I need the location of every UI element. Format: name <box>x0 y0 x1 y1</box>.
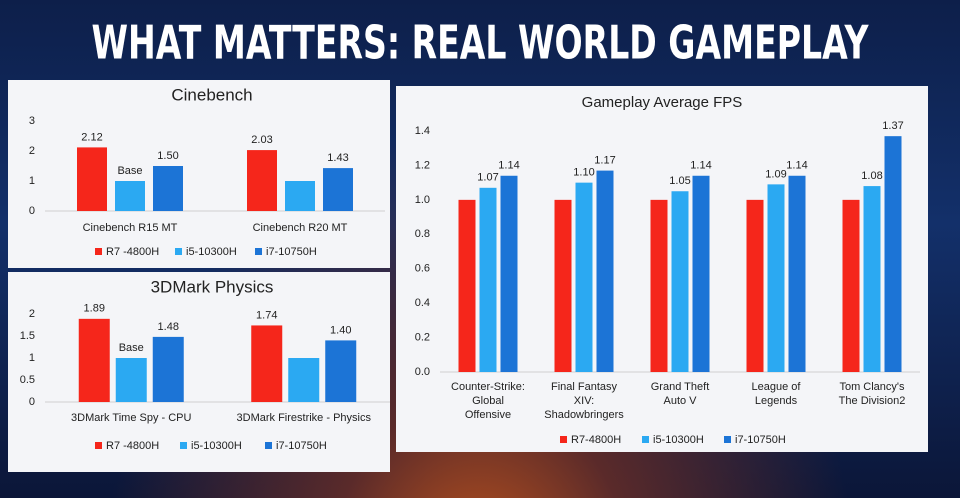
y-tick-label: 0.6 <box>415 263 430 275</box>
bar <box>767 184 785 372</box>
chart-title: Gameplay Average FPS <box>582 94 743 111</box>
y-tick-label: 2 <box>29 145 35 157</box>
legend-swatch <box>95 248 102 255</box>
legend-label: i7-10750H <box>735 434 786 446</box>
bar <box>251 325 283 402</box>
data-label: 1.09 <box>765 168 786 180</box>
data-label: 1.14 <box>498 160 519 172</box>
y-tick-label: 0.5 <box>20 374 35 386</box>
bar <box>692 175 710 372</box>
legend-label: i5-10300H <box>191 440 242 452</box>
chart-title: 3DMark Physics <box>151 277 274 296</box>
bar <box>285 181 315 211</box>
y-tick-label: 1 <box>29 352 35 364</box>
x-tick-label: 3DMark Time Spy - CPU <box>71 412 192 424</box>
bar <box>788 175 806 372</box>
bar <box>77 147 107 211</box>
legend-swatch <box>642 436 649 443</box>
y-tick-label: 1 <box>29 175 35 187</box>
y-tick-label: 2 <box>29 308 35 320</box>
data-label: 1.43 <box>327 152 348 164</box>
legend-label: i7-10750H <box>276 440 327 452</box>
data-label: 1.74 <box>256 309 277 321</box>
x-tick-label: Counter-Strike: Global Offensive <box>451 381 525 421</box>
x-tick-label: Final Fantasy XIV: Shadowbringers <box>544 381 624 421</box>
legend-label: R7 -4800H <box>106 246 159 258</box>
bar <box>115 358 147 402</box>
y-tick-label: 0.4 <box>415 297 430 309</box>
y-tick-label: 1.0 <box>415 194 430 206</box>
legend-swatch <box>95 442 102 449</box>
bar <box>247 150 277 211</box>
data-label: 1.07 <box>477 172 498 184</box>
data-label: 1.48 <box>158 321 179 333</box>
legend-swatch <box>265 442 272 449</box>
bar <box>78 318 110 402</box>
legend-label: R7 -4800H <box>106 440 159 452</box>
legend-swatch <box>255 248 262 255</box>
legend-label: R7-4800H <box>571 434 621 446</box>
bar <box>153 166 183 211</box>
legend-label: i5-10300H <box>653 434 704 446</box>
bar <box>596 170 614 372</box>
legend-swatch <box>175 248 182 255</box>
y-tick-label: 1.4 <box>415 125 430 137</box>
y-tick-label: 0.2 <box>415 331 430 343</box>
x-tick-label: 3DMark Firestrike - Physics <box>236 412 371 424</box>
bar <box>863 186 881 372</box>
data-label: 2.12 <box>81 131 102 143</box>
y-tick-label: 0 <box>29 396 35 408</box>
bar <box>325 340 357 402</box>
legend-swatch <box>560 436 567 443</box>
bar <box>288 358 320 402</box>
x-tick-label: Cinebench R20 MT <box>252 222 348 234</box>
chart-title: Cinebench <box>171 85 252 104</box>
x-tick-label: League of Legends <box>751 381 801 407</box>
x-tick-label: Cinebench R15 MT <box>82 222 178 234</box>
bar <box>650 199 668 372</box>
y-tick-label: 1.2 <box>415 159 430 171</box>
bar <box>671 191 689 372</box>
y-tick-label: 1.5 <box>20 330 35 342</box>
data-label: Base <box>117 165 142 177</box>
data-label: 1.08 <box>861 170 882 182</box>
bar <box>575 182 593 372</box>
y-tick-label: 0.0 <box>415 366 430 378</box>
data-label: 1.17 <box>594 154 615 166</box>
bar <box>842 199 860 372</box>
x-tick-label: Grand Theft Auto V <box>650 381 710 407</box>
legend-swatch <box>724 436 731 443</box>
bar <box>884 136 902 372</box>
bar <box>458 199 476 372</box>
y-tick-label: 3 <box>29 115 35 127</box>
x-tick-label: Tom Clancy's The Division2 <box>838 381 906 407</box>
data-label: 1.14 <box>690 160 711 172</box>
legend-label: i7-10750H <box>266 246 317 258</box>
data-label: 1.50 <box>157 150 178 162</box>
bar <box>746 199 764 372</box>
data-label: 1.14 <box>786 160 807 172</box>
legend-label: i5-10300H <box>186 246 237 258</box>
bar <box>152 336 184 402</box>
data-label: 1.10 <box>573 167 594 179</box>
data-label: 1.05 <box>669 175 690 187</box>
bar <box>479 187 497 372</box>
bar <box>500 175 518 372</box>
y-tick-label: 0 <box>29 205 35 217</box>
y-tick-label: 0.8 <box>415 228 430 240</box>
bar <box>554 199 572 372</box>
data-label: 2.03 <box>251 134 272 146</box>
bar <box>323 168 353 211</box>
data-label: 1.40 <box>330 324 351 336</box>
legend-swatch <box>180 442 187 449</box>
data-label: 1.37 <box>882 120 903 132</box>
data-label: 1.89 <box>84 303 105 315</box>
data-label: Base <box>119 342 144 354</box>
page-title: WHAT MATTERS: REAL WORLD GAMEPLAY <box>91 17 869 70</box>
bar <box>115 181 145 211</box>
